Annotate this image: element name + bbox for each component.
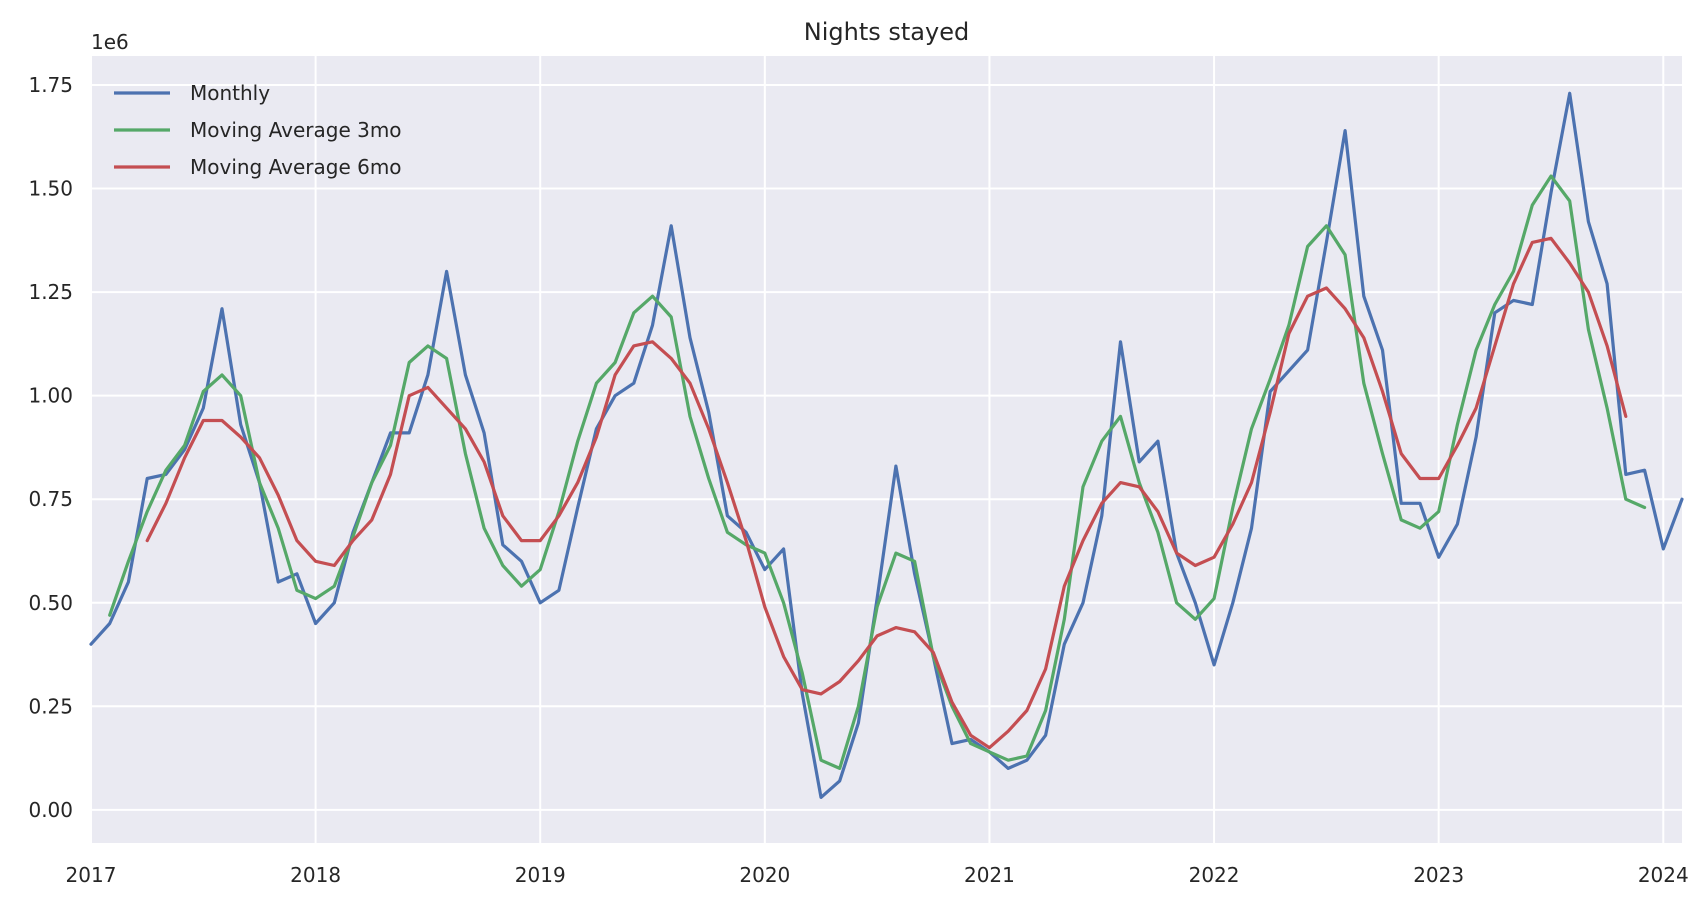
legend-label-2: Moving Average 6mo	[190, 155, 402, 179]
x-tick-label: 2024	[1638, 863, 1689, 887]
y-tick-label: 0.50	[28, 591, 73, 615]
x-tick-label: 2020	[739, 863, 790, 887]
legend-label-0: Monthly	[190, 81, 270, 105]
x-tick-label: 2022	[1189, 863, 1240, 887]
x-tick-label: 2017	[66, 863, 117, 887]
y-tick-label: 1.50	[28, 177, 73, 201]
series-line-1	[108, 174, 1647, 770]
y-tick-label: 0.00	[28, 798, 73, 822]
legend-label-1: Moving Average 3mo	[190, 118, 402, 142]
legend: Monthly Moving Average 3mo Moving Average …	[114, 81, 402, 179]
grid-lines	[90, 56, 1682, 843]
y-tick-label: 1.75	[28, 73, 73, 97]
x-tick-label: 2019	[515, 863, 566, 887]
series-line-2	[145, 236, 1628, 750]
x-axis: 2017 2018 2019 2020 2021 2022 2023 2024	[66, 863, 1689, 887]
y-tick-label: 1.25	[28, 280, 73, 304]
x-tick-label: 2018	[290, 863, 341, 887]
chart-title: Nights stayed	[804, 18, 969, 46]
y-tick-label: 0.25	[28, 694, 73, 718]
x-tick-label: 2021	[964, 863, 1015, 887]
y-axis: 0.00 0.25 0.50 0.75 1.00 1.25 1.50 1.75	[28, 73, 73, 822]
x-tick-label: 2023	[1413, 863, 1464, 887]
plot-area	[91, 56, 1682, 843]
y-tick-label: 1.00	[28, 384, 73, 408]
y-offset-label: 1e6	[91, 30, 129, 54]
series-lines	[89, 91, 1684, 799]
y-tick-label: 0.75	[28, 487, 73, 511]
